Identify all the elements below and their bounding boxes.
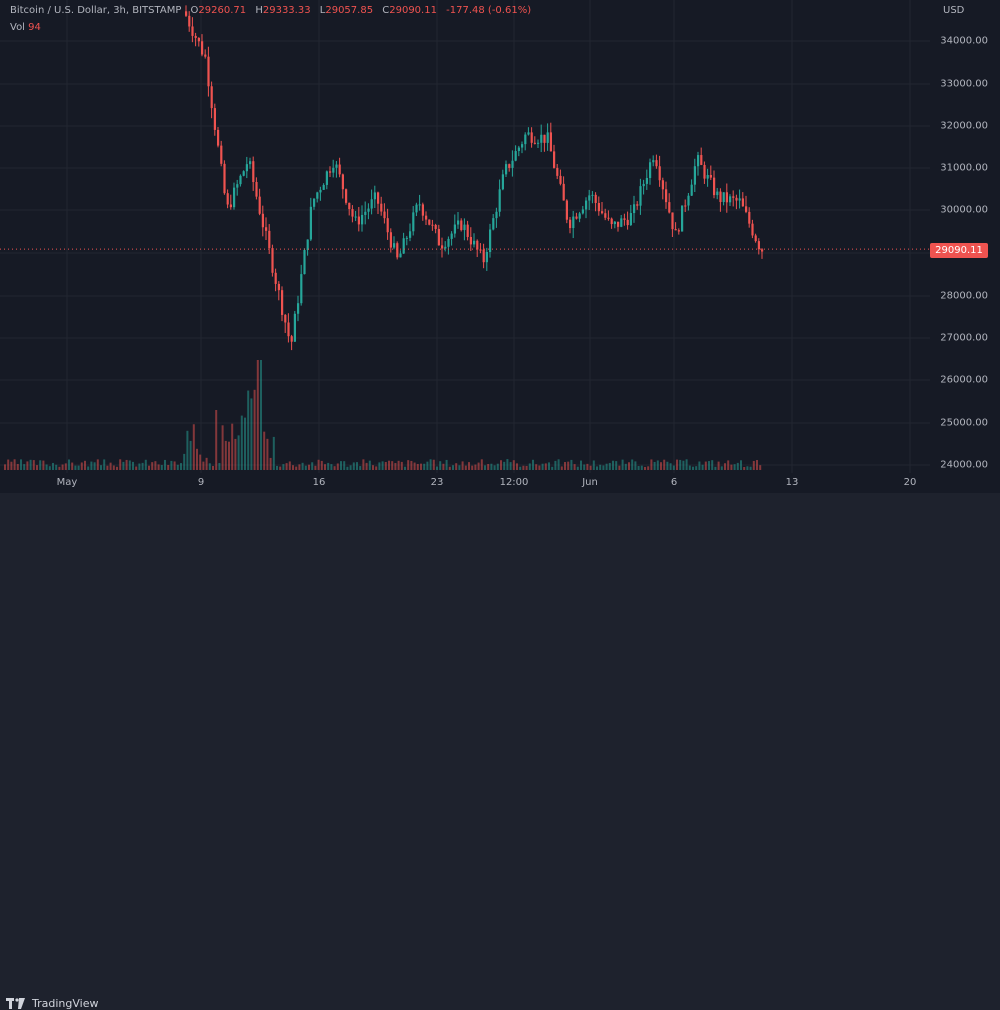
price-label: 32000.00 [940,120,988,132]
symbol-title[interactable]: Bitcoin / U.S. Dollar, 3h, BITSTAMP [10,5,182,16]
price-axis[interactable] [930,0,1000,473]
time-tick: May [56,477,78,488]
time-tick: 20 [903,477,917,488]
price-label: 25000.00 [940,417,988,429]
currency-label: USD [943,5,965,16]
candlestick-chart[interactable] [0,0,930,473]
high-value: 29333.33 [262,5,311,16]
footer: TradingView [0,493,1000,1010]
chart-area[interactable] [0,0,930,473]
brand-name: TradingView [32,997,99,1010]
time-tick: 23 [430,477,444,488]
time-axis[interactable] [0,473,1000,493]
tradingview-icon [6,997,25,1009]
time-tick: 12:00 [499,477,529,488]
time-tick: Jun [582,477,598,488]
low-value: 29057.85 [325,5,374,16]
tradingview-logo[interactable]: TradingView [6,997,98,1010]
open-value: 29260.71 [198,5,247,16]
ohlc-legend: Bitcoin / U.S. Dollar, 3h, BITSTAMP O292… [10,5,532,16]
price-label: 26000.00 [940,374,988,386]
close-value: 29090.11 [389,5,437,16]
price-label: 28000.00 [940,290,988,302]
time-tick: 9 [197,477,205,488]
time-tick: 13 [785,477,799,488]
volume-legend: Vol 94 [10,22,41,33]
volume-value: 94 [28,22,41,33]
price-label: 33000.00 [940,78,988,90]
price-label: 34000.00 [940,35,988,47]
volume-label[interactable]: Vol [10,22,25,33]
price-label: 24000.00 [940,459,988,471]
price-label: 31000.00 [940,162,988,174]
price-label: 27000.00 [940,332,988,344]
time-tick: 16 [312,477,326,488]
price-label: 30000.00 [940,204,988,216]
last-price-tag: 29090.11 [930,243,988,258]
time-tick: 6 [670,477,678,488]
change-value: -177.48 (-0.61%) [446,5,532,16]
